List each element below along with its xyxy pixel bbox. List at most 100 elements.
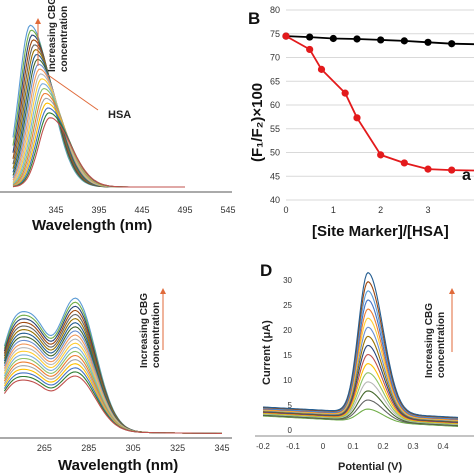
- panel-b-label: B: [248, 9, 260, 28]
- panel-d-y-tick-label: 5: [288, 401, 293, 410]
- panel-a-spectrum-line: [12, 107, 185, 188]
- panel-c-x-tick-label: 265: [37, 443, 52, 453]
- panel-b-data-point: [448, 40, 456, 48]
- panel-b-data-point: [306, 45, 314, 54]
- panel-a-spectrum-line: [12, 117, 185, 188]
- panel-c-arrow-text-1: Increasing CBG: [139, 293, 150, 368]
- panel-d-arrow-text-1: Increasing CBG: [424, 303, 435, 378]
- panel-c-x-tick-label: 345: [214, 443, 229, 453]
- panel-d-y-tick-label: 0: [288, 426, 293, 435]
- panel-b-data-point: [317, 65, 326, 73]
- panel-b-x-tick-label: 0: [283, 205, 288, 215]
- panel-b-data-point: [341, 89, 349, 97]
- panel-b-data-point: [424, 38, 432, 46]
- panel-d: D 0 5 10 15 20 25 30 -0.2 -0.1 0 0.1 0.2 0.3 0.4 Incr…: [255, 261, 474, 473]
- panel-c-x-tick-label: 285: [81, 443, 96, 453]
- panel-d-voltammogram-line: [262, 290, 459, 420]
- panel-d-voltammogram-line: [262, 408, 459, 427]
- panel-d-voltammogram-line: [262, 335, 459, 423]
- panel-d-arrow-head: [449, 288, 455, 294]
- panel-b-fit-line: [285, 35, 474, 172]
- panel-d-arrow-text-2: concentration: [436, 312, 447, 378]
- panel-b-data-point: [377, 151, 385, 159]
- panel-b-data-point: [400, 37, 408, 45]
- panel-d-voltammogram-line: [262, 308, 459, 421]
- panel-a-arrow-head: [35, 18, 41, 24]
- panel-a-spectrum-line: [12, 29, 185, 188]
- panel-c-x-tick-label: 305: [126, 443, 141, 453]
- panel-d-label: D: [260, 261, 272, 280]
- panel-c-x-tick-label: 325: [170, 443, 185, 453]
- panel-b-y-tick-label: 50: [270, 148, 280, 158]
- panel-d-x-label: Potential (V): [338, 461, 403, 473]
- panel-b-y-tick-label: 65: [270, 76, 280, 86]
- panel-d-voltammogram-line: [262, 353, 459, 424]
- panel-a-spectrum-line: [12, 92, 185, 188]
- panel-b-y-tick-label: 80: [270, 5, 280, 15]
- panel-d-y-tick-label: 30: [283, 276, 292, 285]
- panel-b-x-tick-label: 3: [425, 205, 430, 215]
- panel-a-arrow-text-1: Increasing CBG: [47, 0, 58, 72]
- panel-b-data-point: [306, 33, 314, 41]
- panel-d-y-tick-label: 25: [283, 301, 292, 310]
- panel-b-data-point: [353, 114, 361, 122]
- panel-d-y-tick-label: 20: [283, 326, 292, 335]
- panel-a-x-tick-label: 345: [48, 205, 63, 215]
- panel-d-x-tick-label: -0.2: [256, 442, 270, 451]
- panel-c-spectrum-line: [3, 367, 222, 434]
- panel-d-x-tick-label: 0: [321, 442, 326, 451]
- panel-b-data-point: [282, 32, 290, 40]
- panel-a-hsa-label: HSA: [108, 109, 131, 121]
- panel-d-voltammogram-line: [262, 363, 459, 424]
- panel-d-x-tick-label: 0.2: [377, 442, 389, 451]
- panel-d-voltammogram-line: [262, 271, 459, 418]
- panel-b-y-tick-label: 75: [270, 29, 280, 39]
- panel-a-spectrum-line: [12, 78, 185, 188]
- panel-b-data-point: [377, 36, 385, 44]
- panel-d-x-tick-label: 0.3: [407, 442, 419, 451]
- panel-b-clipped-letter: a: [462, 167, 471, 184]
- panel-c: 265 285 305 325 345 Increasing CBG concentra…: [0, 288, 232, 474]
- panel-d-x-tick-label: -0.1: [286, 442, 300, 451]
- panel-b: B 40 45 50 55 60 65 70 75 80 0 1 2 3 a (F₁/F₂)×100 […: [248, 5, 474, 240]
- panel-b-y-tick-label: 45: [270, 171, 280, 181]
- panel-b-x-tick-label: 1: [331, 205, 336, 215]
- panel-d-voltammogram-line: [262, 344, 459, 423]
- panel-d-x-tick-label: 0.1: [347, 442, 359, 451]
- panel-c-spectrum-line: [3, 371, 222, 434]
- panel-b-y-tick-label: 60: [270, 100, 280, 110]
- panel-b-data-point: [424, 165, 432, 173]
- panel-a-x-tick-label: 545: [220, 205, 235, 215]
- panel-d-voltammogram-line: [262, 326, 459, 422]
- panel-d-voltammogram-line: [262, 299, 459, 420]
- panel-c-arrow-head: [160, 288, 166, 294]
- panel-d-y-tick-label: 10: [283, 376, 292, 385]
- panel-a-arrow-text-2: concentration: [59, 6, 70, 72]
- panel-b-data-point: [448, 166, 456, 174]
- panel-d-voltammogram-line: [262, 381, 459, 426]
- panel-a-hsa-pointer: [47, 74, 99, 111]
- panel-b-data-point: [400, 159, 408, 167]
- panel-b-data-point: [329, 34, 337, 43]
- panel-b-y-label: (F₁/F₂)×100: [249, 83, 266, 162]
- panel-d-voltammogram-line: [262, 281, 459, 419]
- panel-b-data-point: [353, 35, 361, 43]
- panel-d-voltammogram-line: [262, 372, 459, 425]
- panel-d-voltammogram-line: [262, 399, 459, 427]
- panel-b-y-tick-label: 40: [270, 195, 280, 205]
- panel-a-spectrum-line: [12, 34, 185, 188]
- panel-d-y-tick-label: 15: [283, 351, 292, 360]
- panel-a-x-tick-label: 445: [134, 205, 149, 215]
- panel-a-spectrum-line: [12, 97, 185, 188]
- panel-a: 345 395 445 495 545 Increasing CBG concentra…: [0, 0, 236, 234]
- panel-c-spectrum-line: [3, 375, 222, 434]
- panel-a-x-label: Wavelength (nm): [32, 217, 152, 234]
- panel-d-y-label: Current (μA): [261, 320, 273, 385]
- panel-c-arrow-text-2: concentration: [151, 302, 162, 368]
- panel-b-x-label: [Site Marker]/[HSA]: [312, 223, 449, 240]
- panel-a-x-tick-label: 495: [177, 205, 192, 215]
- panel-b-y-tick-label: 70: [270, 53, 280, 63]
- panel-d-voltammogram-line: [262, 390, 459, 426]
- panel-b-x-tick-label: 2: [378, 205, 383, 215]
